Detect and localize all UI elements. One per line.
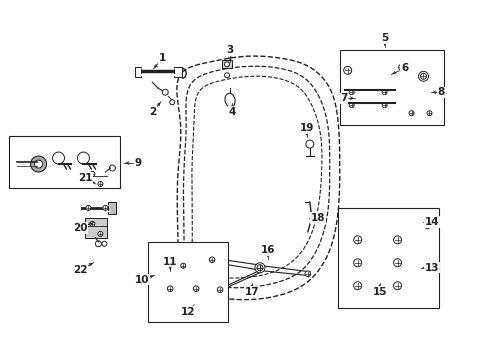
Bar bbox=[108, 202, 116, 214]
Circle shape bbox=[193, 286, 199, 292]
Circle shape bbox=[353, 236, 361, 244]
Circle shape bbox=[224, 73, 229, 78]
Circle shape bbox=[420, 73, 426, 79]
Text: 6: 6 bbox=[400, 63, 407, 73]
Circle shape bbox=[224, 62, 229, 67]
Bar bbox=[85, 168, 107, 188]
Circle shape bbox=[162, 89, 168, 95]
Circle shape bbox=[102, 206, 108, 210]
Bar bbox=[342, 220, 417, 300]
Circle shape bbox=[109, 165, 115, 171]
Circle shape bbox=[393, 282, 401, 290]
Circle shape bbox=[136, 277, 141, 282]
Circle shape bbox=[381, 90, 386, 95]
Text: 21: 21 bbox=[78, 173, 93, 183]
Circle shape bbox=[353, 259, 361, 267]
Bar bbox=[414, 65, 431, 87]
Text: 3: 3 bbox=[226, 45, 233, 55]
Circle shape bbox=[217, 287, 223, 292]
Circle shape bbox=[353, 282, 361, 290]
Circle shape bbox=[209, 257, 214, 262]
Text: 5: 5 bbox=[380, 33, 387, 44]
Circle shape bbox=[426, 111, 431, 116]
Text: 2: 2 bbox=[148, 107, 156, 117]
Text: 19: 19 bbox=[299, 123, 313, 133]
Bar bbox=[85, 218, 107, 238]
Circle shape bbox=[393, 259, 401, 267]
Circle shape bbox=[348, 90, 353, 95]
Bar bbox=[135, 67, 141, 77]
Circle shape bbox=[35, 160, 42, 168]
Text: 10: 10 bbox=[135, 275, 149, 285]
Circle shape bbox=[381, 103, 386, 108]
Text: 11: 11 bbox=[163, 257, 177, 267]
Bar bbox=[156, 262, 208, 312]
Text: 9: 9 bbox=[135, 158, 142, 168]
Text: 17: 17 bbox=[244, 287, 259, 297]
Bar bbox=[148, 242, 227, 321]
Circle shape bbox=[167, 286, 173, 292]
Circle shape bbox=[418, 71, 427, 81]
Bar bbox=[222, 60, 232, 68]
Circle shape bbox=[98, 231, 102, 236]
Text: 14: 14 bbox=[424, 217, 439, 227]
Circle shape bbox=[398, 64, 404, 70]
Circle shape bbox=[180, 263, 185, 268]
Circle shape bbox=[86, 206, 91, 210]
Text: 20: 20 bbox=[73, 223, 87, 233]
Circle shape bbox=[254, 263, 264, 273]
Circle shape bbox=[408, 111, 413, 116]
Bar bbox=[337, 208, 439, 308]
Circle shape bbox=[90, 171, 95, 176]
Circle shape bbox=[305, 271, 310, 276]
Text: 22: 22 bbox=[73, 265, 87, 275]
Text: 8: 8 bbox=[437, 87, 444, 97]
Circle shape bbox=[305, 140, 313, 148]
Text: 13: 13 bbox=[425, 263, 439, 273]
Circle shape bbox=[77, 152, 89, 164]
Circle shape bbox=[31, 156, 46, 172]
Text: 15: 15 bbox=[371, 287, 386, 297]
Text: 16: 16 bbox=[260, 245, 275, 255]
Bar bbox=[339, 50, 444, 125]
Text: 4: 4 bbox=[228, 107, 235, 117]
Text: 18: 18 bbox=[310, 213, 325, 223]
Text: 12: 12 bbox=[181, 307, 195, 317]
Circle shape bbox=[90, 221, 95, 226]
Circle shape bbox=[52, 152, 64, 164]
Text: 7: 7 bbox=[339, 93, 346, 103]
Circle shape bbox=[424, 223, 429, 229]
Ellipse shape bbox=[194, 303, 205, 312]
Ellipse shape bbox=[224, 93, 235, 107]
Bar bbox=[174, 67, 182, 77]
Circle shape bbox=[348, 103, 353, 108]
Circle shape bbox=[95, 241, 101, 247]
Circle shape bbox=[393, 236, 401, 244]
Circle shape bbox=[343, 66, 351, 74]
Bar bbox=[9, 136, 120, 188]
Circle shape bbox=[98, 181, 102, 186]
Circle shape bbox=[102, 241, 107, 246]
Circle shape bbox=[256, 265, 263, 271]
Text: 1: 1 bbox=[158, 53, 165, 63]
Circle shape bbox=[169, 100, 174, 105]
